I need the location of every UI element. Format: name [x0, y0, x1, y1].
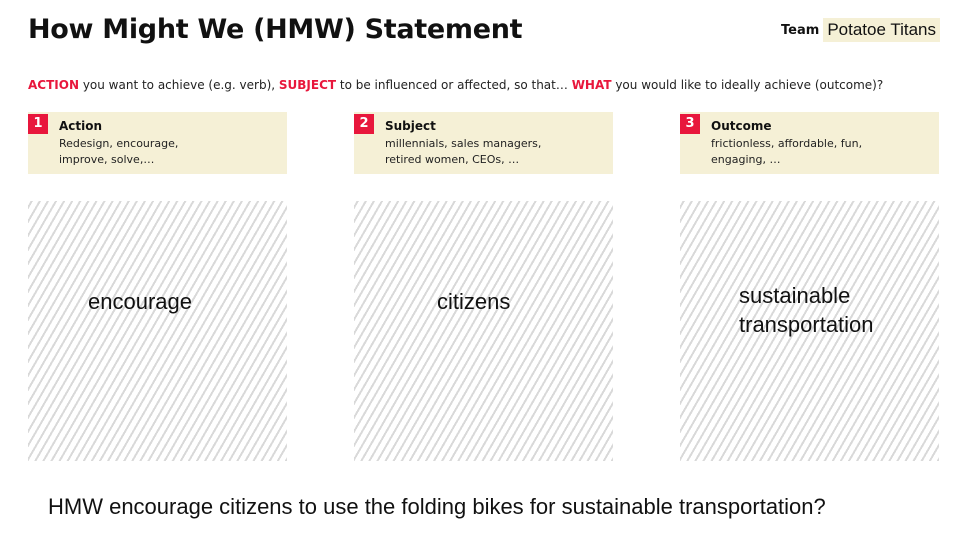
team-badge: Team Potatoe Titans [781, 18, 940, 42]
outcome-column: 3 Outcome frictionless, affordable, fun,… [680, 112, 939, 174]
card-title: Action [59, 119, 103, 133]
instruction-prompt: ACTION you want to achieve (e.g. verb), … [28, 78, 883, 92]
card-description-line: Redesign, encourage, [59, 137, 179, 150]
action-keyword: ACTION [28, 78, 79, 92]
step-number-badge: 2 [354, 114, 374, 134]
card-description: millennials, sales managers, retired wom… [385, 136, 605, 168]
answer-line: sustainable [739, 283, 851, 308]
action-answer[interactable]: encourage [88, 287, 192, 316]
card-description-line: millennials, sales managers, [385, 137, 542, 150]
card-description-line: engaging, … [711, 153, 781, 166]
step-number-badge: 1 [28, 114, 48, 134]
card-description-line: frictionless, affordable, fun, [711, 137, 863, 150]
action-input-area[interactable] [28, 201, 287, 461]
card-description-line: retired women, CEOs, … [385, 153, 520, 166]
answer-line: citizens [437, 289, 511, 314]
hmw-statement[interactable]: HMW encourage citizens to use the foldin… [48, 494, 826, 519]
step-number-badge: 3 [680, 114, 700, 134]
outcome-input-area[interactable] [680, 201, 939, 461]
card-description-line: improve, solve,… [59, 153, 155, 166]
answer-line: transportation [739, 312, 874, 337]
team-name-field[interactable]: Potatoe Titans [823, 18, 940, 42]
card-description: frictionless, affordable, fun, engaging,… [711, 136, 931, 168]
answer-line: encourage [88, 289, 192, 314]
prompt-text-1: you want to achieve (e.g. verb), [79, 78, 279, 92]
prompt-text-3: you would like to ideally achieve (outco… [611, 78, 884, 92]
action-column: 1 Action Redesign, encourage, improve, s… [28, 112, 287, 174]
outcome-answer[interactable]: sustainable transportation [739, 281, 919, 339]
subject-input-area[interactable] [354, 201, 613, 461]
subject-keyword: SUBJECT [278, 78, 337, 92]
subject-answer[interactable]: citizens [437, 287, 510, 316]
card-description: Redesign, encourage, improve, solve,… [59, 136, 279, 168]
what-keyword: WHAT [571, 78, 612, 92]
action-card: 1 Action Redesign, encourage, improve, s… [28, 112, 287, 174]
card-title: Subject [385, 119, 436, 133]
card-title: Outcome [711, 119, 772, 133]
team-label: Team [781, 22, 820, 38]
subject-card: 2 Subject millennials, sales managers, r… [354, 112, 613, 174]
outcome-card: 3 Outcome frictionless, affordable, fun,… [680, 112, 939, 174]
prompt-text-2: to be influenced or affected, so that… [336, 78, 572, 92]
subject-column: 2 Subject millennials, sales managers, r… [354, 112, 613, 174]
page-title: How Might We (HMW) Statement [28, 14, 523, 45]
